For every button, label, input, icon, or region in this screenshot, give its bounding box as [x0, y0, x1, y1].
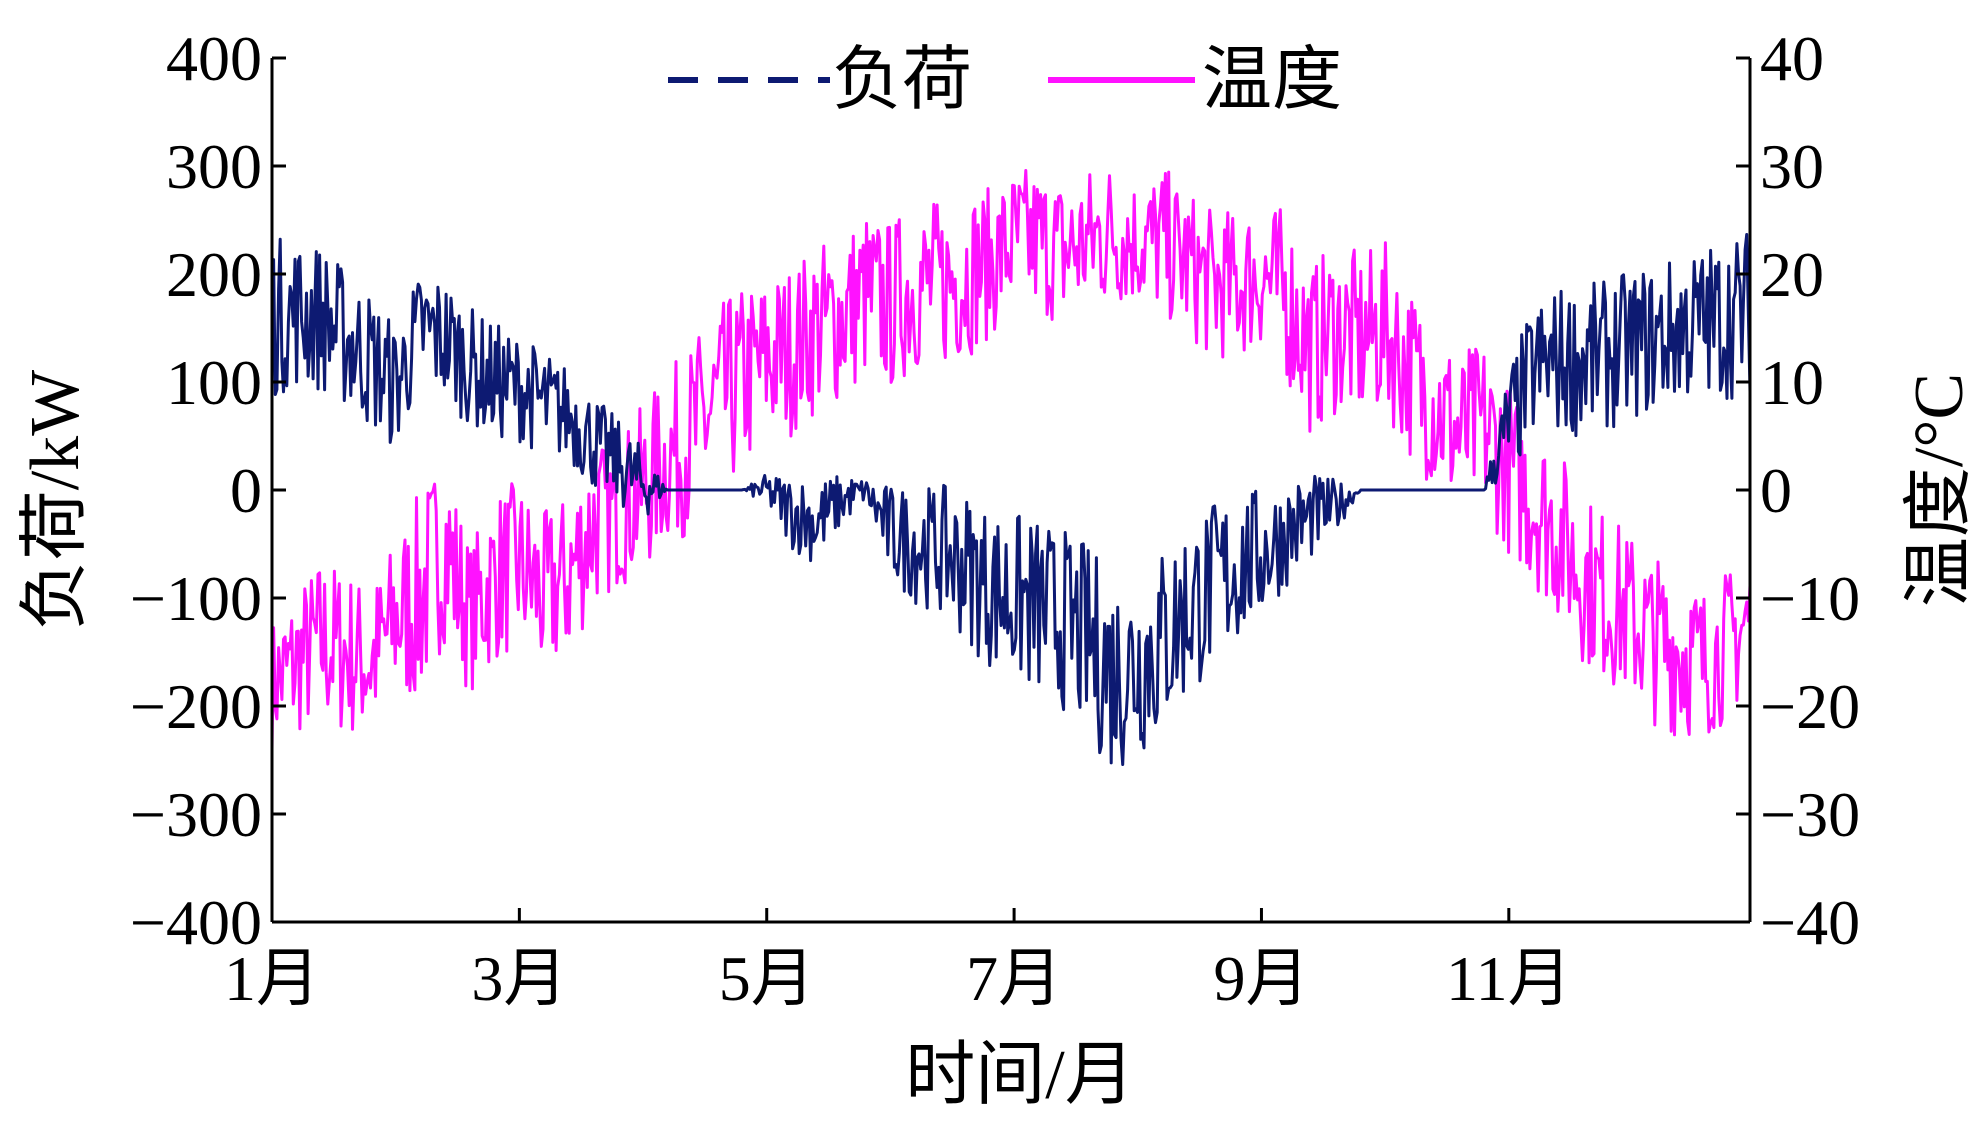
- y-left-tick-label: −400: [130, 887, 262, 958]
- y-right-tick-label: −10: [1760, 563, 1860, 634]
- x-axis-title: 时间/月: [905, 1037, 1134, 1114]
- y-axis-right-title: 温度/°C: [1901, 373, 1971, 607]
- y-right-tick-label: 20: [1760, 239, 1824, 310]
- y-right-tick-label: −40: [1760, 887, 1860, 958]
- x-tick-label: 3月: [471, 943, 567, 1014]
- plot-area: [272, 58, 1750, 922]
- legend: 负荷 温度: [668, 42, 1342, 119]
- y-left-tick-label: 200: [166, 239, 262, 310]
- y-axis-left-title: 负荷/kW: [17, 370, 94, 631]
- y-right-tick-label: 40: [1760, 23, 1824, 94]
- y-right-tick-label: 0: [1760, 455, 1792, 526]
- y-left-tick-label: −300: [130, 779, 262, 850]
- plot-background: [272, 58, 1750, 922]
- series-line-load: [270, 233, 1752, 766]
- axes-layer: 4003002001000−100−200−300−400403020100−1…: [130, 23, 1860, 1014]
- y-right-tick-label: −20: [1760, 671, 1860, 742]
- y-left-tick-label: −200: [130, 671, 262, 742]
- x-tick-label: 9月: [1213, 943, 1309, 1014]
- y-left-tick-label: 400: [166, 23, 262, 94]
- x-tick-label: 1月: [224, 943, 320, 1014]
- series-layer: [270, 169, 1752, 766]
- series-line-temperature: [270, 169, 1752, 750]
- x-tick-label: 5月: [719, 943, 815, 1014]
- y-right-tick-label: 10: [1760, 347, 1824, 418]
- legend-label-load: 负荷: [832, 42, 972, 119]
- y-left-tick-label: 100: [166, 347, 262, 418]
- x-tick-label: 7月: [966, 943, 1062, 1014]
- x-tick-label: 11月: [1446, 943, 1572, 1014]
- y-right-tick-label: −30: [1760, 779, 1860, 850]
- legend-label-temperature: 温度: [1202, 42, 1342, 119]
- y-right-tick-label: 30: [1760, 131, 1824, 202]
- y-left-tick-label: 0: [230, 455, 262, 526]
- y-left-tick-label: 300: [166, 131, 262, 202]
- y-left-tick-label: −100: [130, 563, 262, 634]
